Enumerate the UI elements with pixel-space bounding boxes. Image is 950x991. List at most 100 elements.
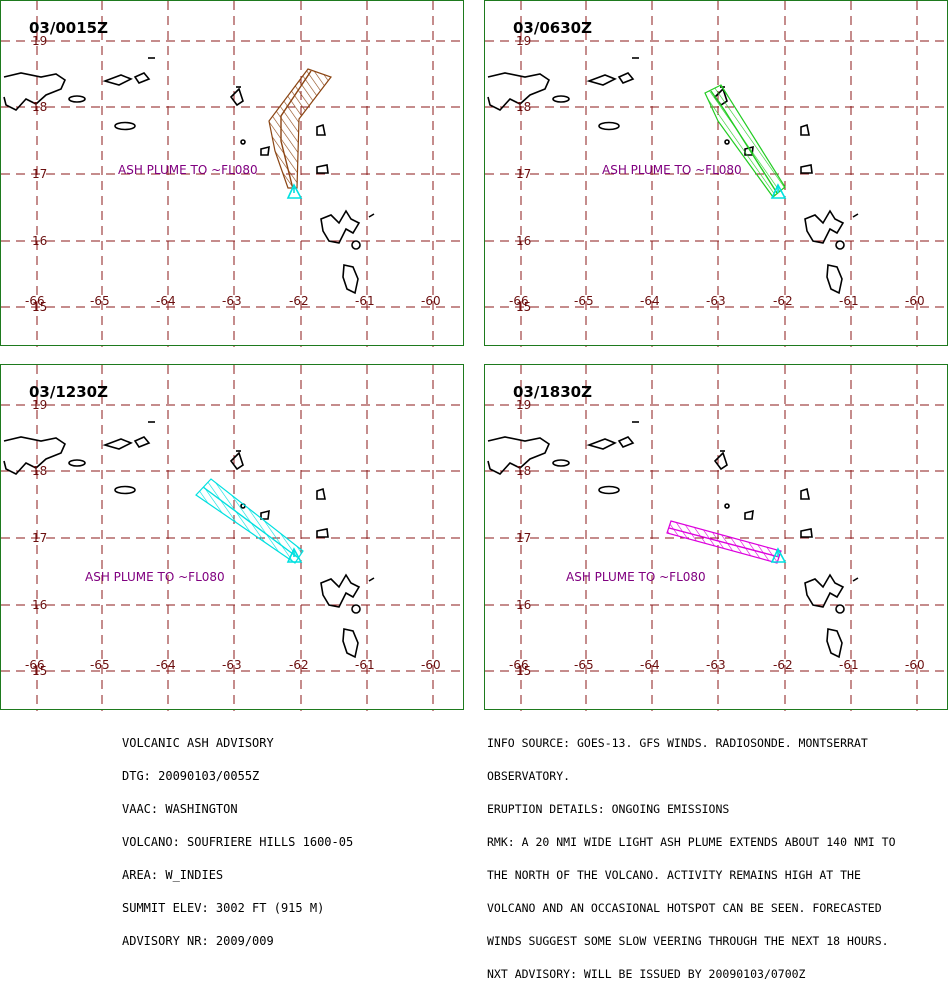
remarks-line: WINDS SUGGEST SOME SLOW VEERING THROUGH … — [487, 934, 889, 948]
svg-text:15: 15 — [32, 664, 47, 678]
remarks-line: OBSERVATORY. — [487, 769, 571, 783]
lat-labels: 19 18 17 16 15 — [32, 398, 47, 678]
svg-text:-65: -65 — [90, 294, 110, 308]
coastlines — [3, 57, 375, 295]
svg-text:-66: -66 — [25, 294, 45, 308]
svg-text:18: 18 — [32, 464, 47, 478]
svg-text:17: 17 — [32, 531, 47, 545]
svg-text:-61: -61 — [355, 294, 375, 308]
map-panel-1230: 19 18 17 16 15 -66 -65 -64 -63 -62 -61 -… — [0, 364, 465, 711]
svg-text:-60: -60 — [905, 294, 925, 308]
advisory-line: SUMMIT ELEV: 3002 FT (915 M) — [122, 901, 325, 915]
svg-text:-66: -66 — [509, 658, 529, 672]
lat-labels: 19 18 17 16 15 — [32, 34, 47, 314]
remarks-line: NXT ADVISORY: WILL BE ISSUED BY 20090103… — [487, 967, 806, 981]
remarks-line: RMK: A 20 NMI WIDE LIGHT ASH PLUME EXTEN… — [487, 835, 896, 849]
svg-text:-65: -65 — [90, 658, 110, 672]
volcano-marker — [770, 547, 787, 563]
advisory-line: DTG: 20090103/0055Z — [122, 769, 260, 783]
svg-text:-60: -60 — [421, 294, 441, 308]
plume-label: ASH PLUME TO ~FL080 — [85, 570, 225, 584]
ash-plume — [704, 84, 786, 198]
svg-text:16: 16 — [32, 234, 47, 248]
remarks-line: VOLCANO AND AN OCCASIONAL HOTSPOT CAN BE… — [487, 901, 882, 915]
svg-text:16: 16 — [32, 598, 47, 612]
svg-text:-63: -63 — [222, 294, 242, 308]
svg-text:16: 16 — [516, 234, 531, 248]
lon-labels: -66 -65 -64 -63 -62 -61 -60 — [25, 658, 441, 672]
svg-text:16: 16 — [516, 598, 531, 612]
svg-text:-62: -62 — [773, 294, 793, 308]
svg-text:19: 19 — [32, 34, 47, 48]
svg-text:18: 18 — [516, 100, 531, 114]
lat-labels: 19 18 17 16 15 — [516, 398, 531, 678]
svg-text:18: 18 — [32, 100, 47, 114]
map-panel-0015: 19 18 17 16 15 -66 -65 -64 -63 -62 -61 -… — [0, 0, 465, 347]
svg-text:-65: -65 — [574, 658, 594, 672]
svg-text:15: 15 — [516, 300, 531, 314]
plume-label: ASH PLUME TO ~FL080 — [602, 163, 742, 177]
svg-text:15: 15 — [32, 300, 47, 314]
svg-text:19: 19 — [516, 34, 531, 48]
advisory-line: VOLCANIC ASH ADVISORY — [122, 736, 274, 750]
svg-text:17: 17 — [32, 167, 47, 181]
coastlines — [487, 421, 859, 659]
svg-text:17: 17 — [516, 531, 531, 545]
grid-lines — [1, 365, 465, 711]
lon-labels: -66 -65 -64 -63 -62 -61 -60 — [509, 658, 925, 672]
svg-text:-60: -60 — [421, 658, 441, 672]
plume-label: ASH PLUME TO ~FL080 — [566, 570, 706, 584]
svg-text:-62: -62 — [773, 658, 793, 672]
map-canvas: 19 18 17 16 15 -66 -65 -64 -63 -62 -61 -… — [485, 1, 949, 347]
svg-text:-66: -66 — [25, 658, 45, 672]
advisory-line: VOLCANO: SOUFRIERE HILLS 1600-05 — [122, 835, 354, 849]
lon-labels: -66 -65 -64 -63 -62 -61 -60 — [25, 294, 441, 308]
remarks-line: ERUPTION DETAILS: ONGOING EMISSIONS — [487, 802, 730, 816]
remarks-line: THE NORTH OF THE VOLCANO. ACTIVITY REMAI… — [487, 868, 861, 882]
svg-text:17: 17 — [516, 167, 531, 181]
advisory-header: VOLCANIC ASH ADVISORY DTG: 20090103/0055… — [122, 716, 353, 958]
map-canvas: 19 18 17 16 15 -66 -65 -64 -63 -62 -61 -… — [1, 365, 465, 711]
advisory-line: AREA: W_INDIES — [122, 868, 224, 882]
svg-text:-64: -64 — [156, 658, 176, 672]
map-panel-0630: 19 18 17 16 15 -66 -65 -64 -63 -62 -61 -… — [484, 0, 949, 347]
panel-title: 03/1230Z — [29, 383, 108, 401]
svg-text:-63: -63 — [706, 294, 726, 308]
advisory-remarks: INFO SOURCE: GOES-13. GFS WINDS. RADIOSO… — [487, 716, 896, 991]
grid-lines — [1, 1, 465, 347]
svg-text:-62: -62 — [289, 294, 309, 308]
svg-text:19: 19 — [516, 398, 531, 412]
svg-text:-61: -61 — [839, 294, 859, 308]
svg-text:-66: -66 — [509, 294, 529, 308]
advisory-line: VAAC: WASHINGTON — [122, 802, 238, 816]
coastlines — [3, 421, 375, 659]
ash-plume — [195, 478, 304, 564]
svg-text:-64: -64 — [156, 294, 176, 308]
coastlines — [487, 57, 859, 295]
ash-plume — [268, 68, 332, 190]
remarks-line: INFO SOURCE: GOES-13. GFS WINDS. RADIOSO… — [487, 736, 868, 750]
plume-label: ASH PLUME TO ~FL080 — [118, 163, 258, 177]
svg-text:-62: -62 — [289, 658, 309, 672]
svg-text:-64: -64 — [640, 294, 660, 308]
svg-text:-64: -64 — [640, 658, 660, 672]
volcano-marker — [286, 183, 303, 199]
map-panel-1830: 19 18 17 16 15 -66 -65 -64 -63 -62 -61 -… — [484, 364, 949, 711]
lon-labels: -66 -65 -64 -63 -62 -61 -60 — [509, 294, 925, 308]
svg-text:-65: -65 — [574, 294, 594, 308]
grid-lines — [485, 1, 949, 347]
volcano-marker — [770, 183, 787, 199]
svg-text:18: 18 — [516, 464, 531, 478]
svg-text:19: 19 — [32, 398, 47, 412]
svg-text:-63: -63 — [706, 658, 726, 672]
svg-text:-60: -60 — [905, 658, 925, 672]
svg-text:-61: -61 — [355, 658, 375, 672]
panel-title: 03/0015Z — [29, 19, 108, 37]
ash-plume — [666, 520, 782, 564]
lat-labels: 19 18 17 16 15 — [516, 34, 531, 314]
panel-title: 03/0630Z — [513, 19, 592, 37]
advisory-line: ADVISORY NR: 2009/009 — [122, 934, 274, 948]
map-canvas: 19 18 17 16 15 -66 -65 -64 -63 -62 -61 -… — [485, 365, 949, 711]
svg-text:15: 15 — [516, 664, 531, 678]
map-canvas: 19 18 17 16 15 -66 -65 -64 -63 -62 -61 -… — [1, 1, 465, 347]
